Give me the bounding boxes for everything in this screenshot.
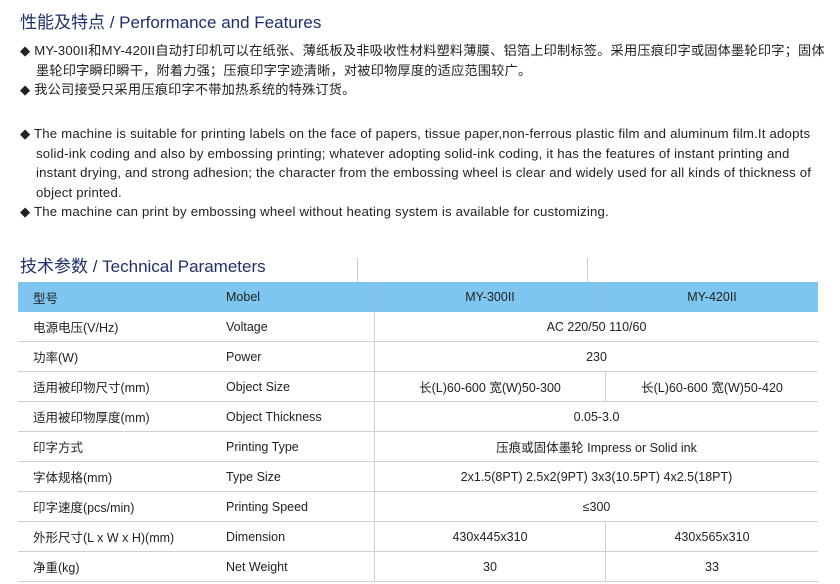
feature-en-item: ◆ The machine can print by embossing whe… (20, 202, 830, 222)
bullet-icon: ◆ (20, 82, 31, 97)
table-row: 适用被印物厚度(mm) Object Thickness 0.05-3.0 (18, 401, 818, 432)
cell-value: 压痕或固体墨轮 Impress or Solid ink (374, 431, 818, 462)
cell-value: 430x445x310 (374, 521, 606, 552)
feature-text: MY-300II和MY-420II自动打印机可以在纸张、薄纸板及非吸收性材料塑料… (34, 43, 825, 78)
header-cn: 型号 (18, 282, 226, 312)
cell-cn: 功率(W) (18, 341, 226, 372)
cell-en: Power (226, 341, 375, 372)
cell-value: 230 (374, 341, 818, 372)
cell-cn: 外形尺寸(L x W x H)(mm) (18, 521, 226, 552)
cell-cn: 适用被印物尺寸(mm) (18, 371, 226, 402)
features-en: ◆ The machine is suitable for printing l… (20, 124, 830, 222)
feature-text: The machine can print by embossing wheel… (33, 204, 609, 219)
cell-cn: 适用被印物厚度(mm) (18, 401, 226, 432)
cell-cn: 净重(kg) (18, 551, 226, 582)
features-title: 性能及特点 / Performance and Features (20, 13, 322, 32)
cell-cn: 字体规格(mm) (18, 461, 226, 492)
cell-value: 长(L)60-600 宽(W)50-420 (605, 371, 818, 402)
table-row: 字体规格(mm) Type Size 2x1.5(8PT) 2.5x2(9PT) 3… (18, 461, 818, 492)
cell-en: Voltage (226, 312, 375, 342)
cell-cn: 电源电压(V/Hz) (18, 312, 226, 342)
feature-cn-item: ◆ MY-300II和MY-420II自动打印机可以在纸张、薄纸板及非吸收性材料… (20, 41, 830, 80)
divider (587, 258, 588, 282)
cell-value: ≤300 (374, 491, 818, 522)
cell-en: Printing Type (226, 431, 375, 462)
table-row: 外形尺寸(L x W x H)(mm) Dimension 430x445x310 4… (18, 521, 818, 552)
cell-en: Dimension (226, 521, 375, 552)
params-title: 技术参数 / Technical Parameters (20, 257, 266, 276)
cell-value: 430x565x310 (605, 521, 818, 552)
cell-en: Type Size (226, 461, 375, 492)
bullet-icon: ◆ (20, 43, 31, 58)
cell-value: 2x1.5(8PT) 2.5x2(9PT) 3x3(10.5PT) 4x2.5(… (374, 461, 818, 492)
cell-value: 33 (605, 551, 818, 582)
header-model-2: MY-420II (605, 282, 818, 312)
feature-text: The machine is suitable for printing lab… (33, 126, 812, 200)
cell-value: 30 (374, 551, 606, 582)
feature-text: 我公司接受只采用压痕印字不带加热系统的特殊订货。 (34, 82, 356, 97)
cell-cn: 印字速度(pcs/min) (18, 491, 226, 522)
table-row: 电源电压(V/Hz) Voltage AC 220/50 110/60 (18, 312, 818, 342)
cell-value: AC 220/50 110/60 (374, 312, 818, 342)
divider (357, 258, 358, 282)
table-row: 印字方式 Printing Type 压痕或固体墨轮 Impress or Soli… (18, 431, 818, 462)
header-model-1: MY-300II (374, 282, 606, 312)
cell-value: 长(L)60-600 宽(W)50-300 (374, 371, 606, 402)
table-row: 净重(kg) Net Weight 30 33 (18, 551, 818, 582)
bullet-icon: ◆ (20, 204, 31, 219)
cell-en: Object Thickness (226, 401, 375, 432)
table-row: 适用被印物尺寸(mm) Object Size 长(L)60-600 宽(W)50-… (18, 371, 818, 402)
table-row: 功率(W) Power 230 (18, 341, 818, 372)
header-en: Mobel (226, 282, 375, 312)
cell-value: 0.05-3.0 (374, 401, 818, 432)
features-cn: ◆ MY-300II和MY-420II自动打印机可以在纸张、薄纸板及非吸收性材料… (20, 41, 830, 100)
feature-en-item: ◆ The machine is suitable for printing l… (20, 124, 830, 202)
table-row: 印字速度(pcs/min) Printing Speed ≤300 (18, 491, 818, 522)
cell-en: Printing Speed (226, 491, 375, 522)
params-table: 型号 Mobel MY-300II MY-420II 电源电压(V/Hz) Vol… (18, 282, 818, 582)
feature-cn-item: ◆ 我公司接受只采用压痕印字不带加热系统的特殊订货。 (20, 80, 830, 100)
cell-cn: 印字方式 (18, 431, 226, 462)
cell-en: Object Size (226, 371, 375, 402)
bullet-icon: ◆ (20, 126, 31, 141)
table-header: 型号 Mobel MY-300II MY-420II (18, 282, 818, 312)
cell-en: Net Weight (226, 551, 375, 582)
